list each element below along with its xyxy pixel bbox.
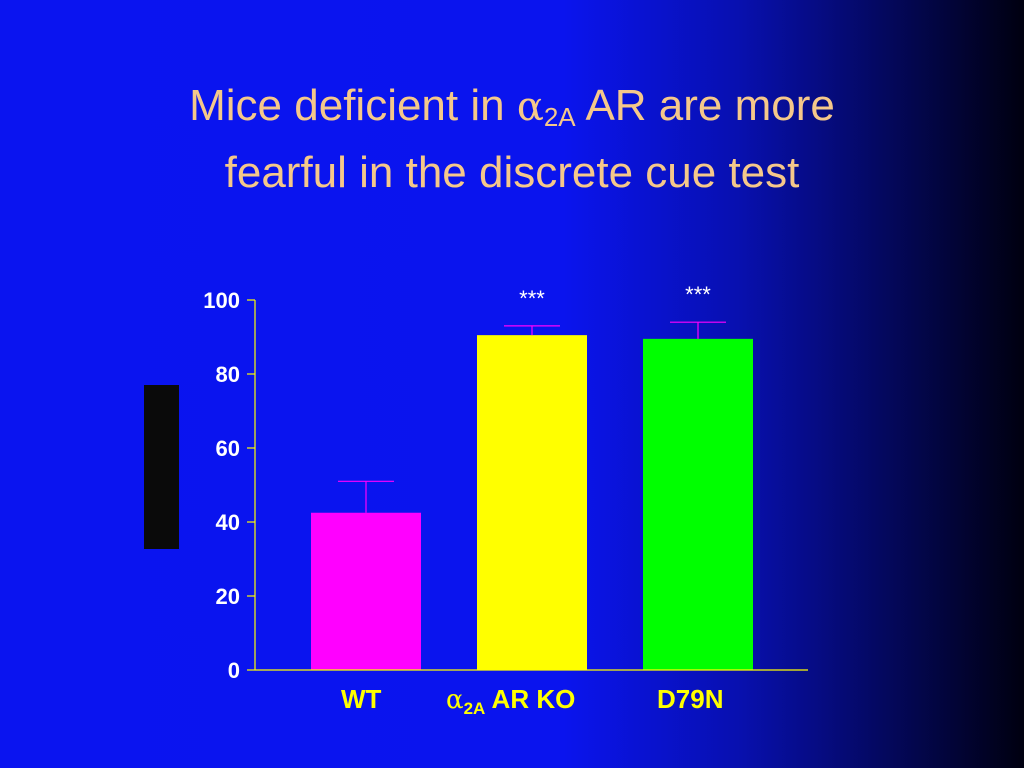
y-axis-label-box [144, 385, 179, 549]
x-tick-ko-text: AR KO [485, 684, 576, 714]
title-line-2: fearful in the discrete cue test [224, 148, 800, 197]
significance-label-1: *** [519, 286, 545, 311]
x-tick-subscript: 2A [463, 699, 486, 718]
title-text-pre: Mice deficient in [189, 81, 517, 130]
x-tick-label-ko: α2A AR KO [446, 684, 575, 719]
title-line-1: Mice deficient in α2A AR are more [0, 78, 1024, 145]
y-tick-label-2: 40 [216, 510, 240, 535]
slide-title: Mice deficient in α2A AR are more fearfu… [0, 78, 1024, 201]
significance-label-2: *** [685, 282, 711, 307]
y-tick-label-4: 80 [216, 362, 240, 387]
x-tick-label-wt: WT [341, 684, 382, 714]
x-tick-label-d79n: D79N [657, 684, 724, 714]
title-alpha-symbol: α [516, 84, 544, 130]
y-tick-label-0: 0 [228, 658, 240, 683]
title-text-post: AR are more [575, 81, 835, 130]
bar-1 [477, 335, 587, 670]
x-tick-alpha-symbol: α [446, 685, 464, 715]
bar-2 [643, 338, 753, 670]
y-tick-label-1: 20 [216, 584, 240, 609]
y-tick-label-3: 60 [216, 436, 240, 461]
bar-0 [311, 512, 421, 670]
y-tick-label-5: 100 [203, 288, 240, 313]
title-subscript: 2A [543, 102, 576, 132]
